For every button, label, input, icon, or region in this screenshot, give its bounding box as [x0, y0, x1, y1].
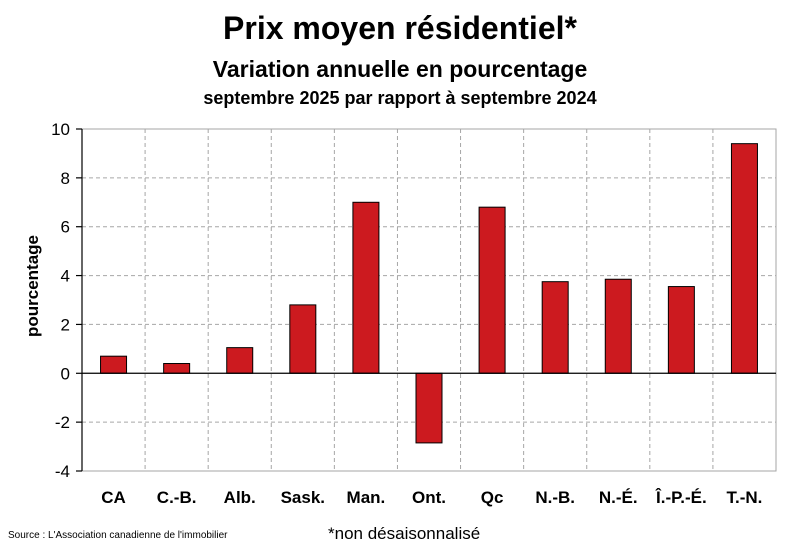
chart-subtitle: Variation annuelle en pourcentage	[212, 56, 588, 82]
chart-subtitle-period: septembre 2025 par rapport à septembre 2…	[203, 88, 597, 108]
x-tick-label: C.-B.	[157, 488, 197, 507]
x-tick-label: T.-N.	[727, 488, 763, 507]
bar	[100, 355, 128, 374]
bar	[541, 281, 569, 374]
y-tick-label: 2	[61, 315, 70, 334]
x-tick-label: Î.-P.-É.	[655, 488, 707, 507]
bar	[289, 304, 317, 374]
y-axis-label: pourcentage	[23, 235, 42, 337]
y-tick-label: 8	[61, 169, 70, 188]
footnote: *non désaisonnalisé	[328, 524, 481, 543]
bar	[415, 372, 443, 444]
source-note: Source : L'Association canadienne de l'i…	[8, 530, 228, 541]
bar	[226, 347, 254, 374]
y-tick-label: 10	[51, 120, 70, 139]
x-tick-label: N.-B.	[535, 488, 575, 507]
y-tick-label: -4	[55, 462, 70, 481]
x-tick-label: Sask.	[281, 488, 325, 507]
chart-title: Prix moyen résidentiel*	[223, 10, 577, 46]
y-tick-label: 0	[61, 364, 70, 383]
bar	[730, 143, 758, 374]
bar	[604, 278, 632, 374]
bar	[667, 286, 695, 374]
x-tick-label: Alb.	[224, 488, 256, 507]
x-tick-label: N.-É.	[599, 488, 638, 507]
bar	[352, 201, 380, 374]
x-tick-label: CA	[101, 488, 126, 507]
bar	[163, 363, 191, 374]
bar	[478, 206, 506, 374]
y-tick-label: -2	[55, 413, 70, 432]
x-tick-label: Ont.	[412, 488, 446, 507]
x-tick-label: Qc	[481, 488, 504, 507]
y-tick-label: 6	[61, 218, 70, 237]
y-tick-label: 4	[61, 267, 70, 286]
x-tick-label: Man.	[347, 488, 386, 507]
